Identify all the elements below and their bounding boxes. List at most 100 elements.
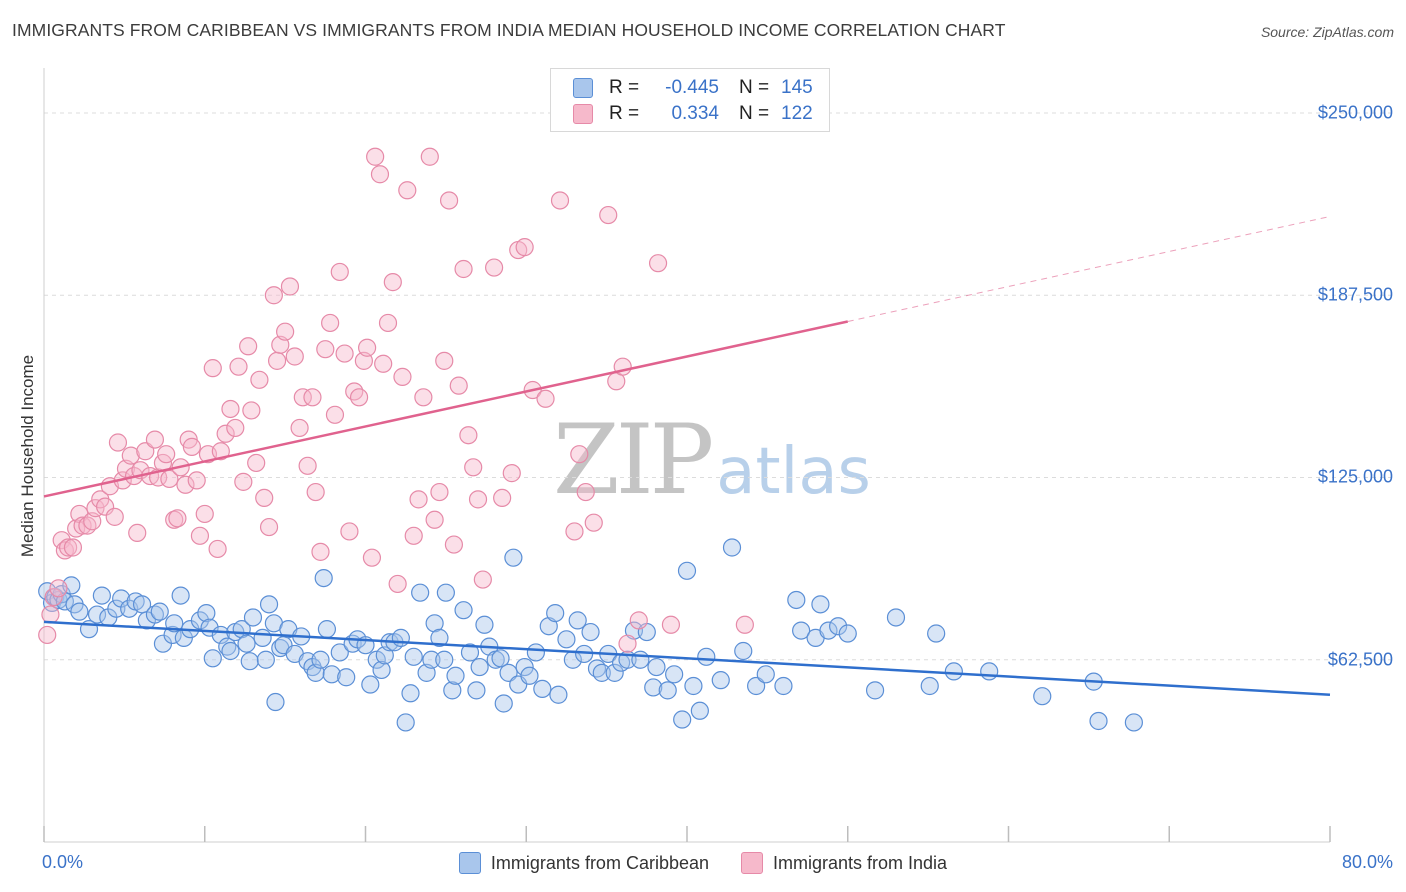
caribbean-point-43 bbox=[266, 692, 285, 712]
india-point-43 bbox=[208, 539, 227, 559]
caribbean-point-128 bbox=[787, 590, 806, 610]
caribbean-point-38 bbox=[243, 608, 263, 627]
caribbean-point-105 bbox=[592, 663, 611, 682]
watermark-zip: ZIP bbox=[553, 404, 714, 516]
caribbean-point-117 bbox=[673, 710, 692, 729]
india-point-57 bbox=[267, 351, 287, 370]
caribbean-point-118 bbox=[677, 561, 697, 580]
india-point-59 bbox=[276, 322, 295, 341]
y-tick-label-3: $250,000 bbox=[1317, 102, 1393, 123]
watermark-atlas: atlas bbox=[716, 435, 871, 509]
india-point-61 bbox=[285, 347, 304, 366]
caribbean-point-83 bbox=[470, 657, 489, 677]
india-point-71 bbox=[330, 262, 349, 282]
caribbean-point-90 bbox=[504, 548, 523, 567]
legend-swatch-india bbox=[741, 852, 763, 874]
india-point-104 bbox=[502, 464, 521, 483]
india-point-66 bbox=[306, 482, 325, 502]
india-point-55 bbox=[259, 517, 279, 537]
india-point-51 bbox=[242, 401, 261, 420]
india-point-92 bbox=[430, 482, 449, 502]
caribbean-point-101 bbox=[568, 611, 587, 630]
caribbean-r-label: R = bbox=[609, 77, 640, 98]
india-point-99 bbox=[464, 458, 483, 477]
legend-swatch-caribbean bbox=[458, 852, 481, 874]
india-point-84 bbox=[388, 574, 407, 594]
india-point-74 bbox=[345, 382, 364, 401]
india-point-80 bbox=[370, 165, 390, 184]
caribbean-point-70 bbox=[404, 647, 423, 666]
caribbean-point-124 bbox=[734, 641, 753, 661]
caribbean-point-113 bbox=[644, 678, 663, 697]
y-tick-label-2: $187,500 bbox=[1317, 284, 1393, 305]
caribbean-point-19 bbox=[145, 605, 165, 624]
caribbean-point-73 bbox=[422, 650, 441, 669]
caribbean-point-94 bbox=[526, 643, 545, 662]
india-point-0 bbox=[38, 625, 57, 645]
caribbean-point-123 bbox=[722, 538, 742, 557]
india-point-27 bbox=[145, 430, 165, 449]
india-point-87 bbox=[404, 526, 423, 545]
india-point-67 bbox=[311, 542, 330, 561]
caribbean-point-80 bbox=[454, 601, 473, 620]
india-point-21 bbox=[121, 446, 140, 465]
caribbean-point-103 bbox=[581, 622, 600, 642]
india-points bbox=[38, 147, 754, 653]
x-tick-label-max: 80.0% bbox=[1341, 852, 1393, 872]
india-point-7 bbox=[63, 538, 83, 557]
caribbean-point-119 bbox=[684, 676, 703, 696]
caribbean-point-54 bbox=[317, 620, 337, 639]
india-point-121 bbox=[735, 615, 754, 634]
india-point-108 bbox=[536, 389, 555, 408]
caribbean-point-39 bbox=[253, 628, 272, 647]
caribbean-point-116 bbox=[665, 665, 684, 684]
caribbean-point-40 bbox=[256, 650, 275, 669]
caribbean-point-69 bbox=[401, 684, 420, 703]
caribbean-point-143 bbox=[1089, 711, 1108, 731]
india-point-110 bbox=[565, 522, 584, 541]
india-point-49 bbox=[234, 472, 253, 491]
caribbean-swatch bbox=[573, 78, 593, 98]
india-r-label: R = bbox=[609, 103, 640, 124]
caribbean-point-27 bbox=[190, 611, 210, 630]
legend-item-caribbean[interactable]: Immigrants from Caribbean bbox=[458, 852, 709, 874]
caribbean-point-13 bbox=[107, 599, 126, 618]
caribbean-point-22 bbox=[163, 625, 182, 645]
india-point-47 bbox=[226, 418, 245, 438]
india-point-6 bbox=[59, 538, 78, 557]
caribbean-point-61 bbox=[361, 675, 380, 694]
india-point-114 bbox=[599, 205, 618, 225]
caribbean-point-23 bbox=[165, 614, 184, 633]
caribbean-point-131 bbox=[811, 595, 830, 614]
chart-title: IMMIGRANTS FROM CARIBBEAN VS IMMIGRANTS … bbox=[12, 20, 1006, 40]
india-point-94 bbox=[439, 191, 459, 210]
india-point-13 bbox=[86, 499, 105, 518]
india-point-45 bbox=[216, 424, 235, 443]
y-tick-label-0: $62,500 bbox=[1327, 649, 1393, 670]
caribbean-point-98 bbox=[549, 685, 568, 704]
caribbean-point-114 bbox=[647, 657, 666, 677]
india-point-63 bbox=[293, 388, 312, 407]
india-point-23 bbox=[128, 523, 147, 543]
legend-item-india[interactable]: Immigrants from India bbox=[741, 852, 947, 874]
caribbean-point-97 bbox=[546, 603, 565, 623]
india-point-120 bbox=[661, 615, 681, 634]
india-point-113 bbox=[584, 513, 603, 532]
caribbean-point-71 bbox=[411, 583, 430, 602]
india-point-56 bbox=[264, 286, 283, 305]
india-point-2 bbox=[44, 587, 63, 607]
india-point-64 bbox=[298, 456, 317, 475]
india-point-60 bbox=[280, 277, 300, 296]
caribbean-point-74 bbox=[425, 614, 444, 633]
y-axis-label: Median Household Income bbox=[18, 354, 37, 558]
india-point-50 bbox=[239, 337, 258, 356]
india-point-69 bbox=[321, 313, 340, 333]
india-point-86 bbox=[398, 181, 417, 200]
caribbean-point-81 bbox=[460, 643, 480, 662]
caribbean-point-84 bbox=[475, 615, 494, 634]
india-point-31 bbox=[160, 469, 179, 489]
caribbean-point-37 bbox=[240, 652, 259, 671]
caribbean-n-value: 145 bbox=[781, 77, 813, 98]
legend: Immigrants from Caribbean Immigrants fro… bbox=[0, 852, 1406, 874]
